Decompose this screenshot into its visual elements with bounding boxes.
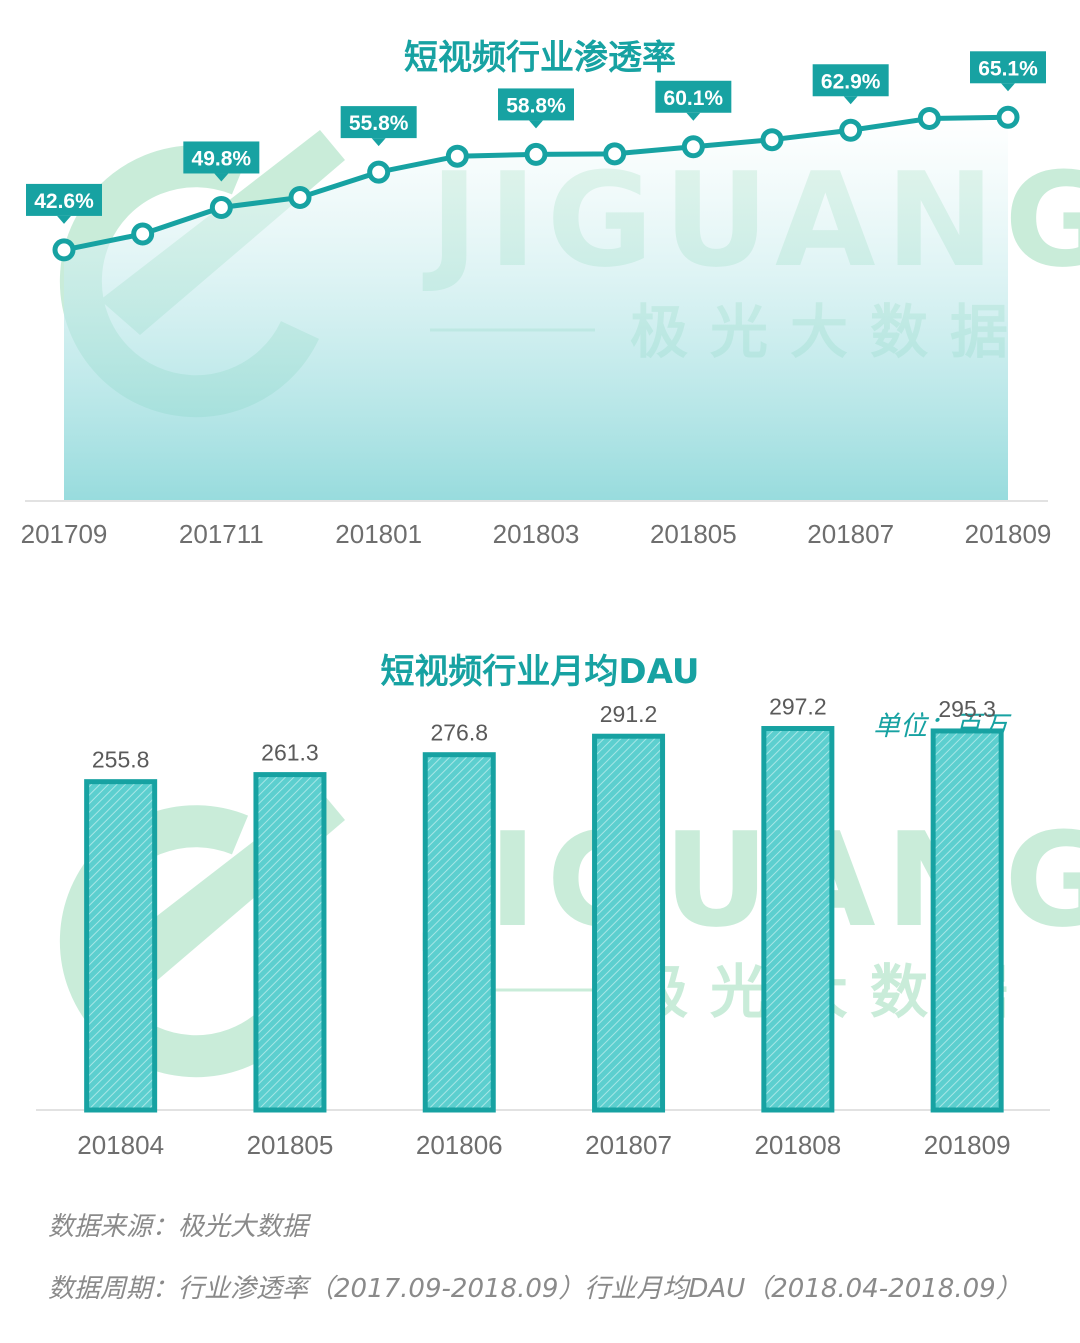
bar: [422, 752, 496, 1113]
bar-value-label: 291.2: [600, 701, 658, 727]
line-data-label: 55.8%: [349, 112, 409, 135]
data-source: 数据来源：极光大数据: [48, 1212, 309, 1242]
line-data-label: 42.6%: [34, 190, 94, 213]
bar-chart: JIGUANG极光大数据 255.8 201804 261.3 201805 276.8…: [36, 694, 1080, 1160]
bar-value-label: 297.2: [769, 694, 827, 720]
line-label-pointer: [371, 138, 386, 147]
line-point: [603, 142, 627, 166]
line-label-pointer: [843, 96, 858, 105]
line-label-box: [26, 183, 102, 216]
line-data-label: 65.1%: [978, 57, 1038, 80]
bar-x-tick-label: 201807: [585, 1130, 672, 1160]
bar: [592, 733, 666, 1113]
line-x-tick-label: 201809: [965, 519, 1052, 549]
line-point: [996, 105, 1020, 129]
line-x-tick-label: 201805: [650, 519, 737, 549]
bar-x-tick-label: 201806: [416, 1130, 503, 1160]
bar-x-tick-label: 201804: [77, 1130, 164, 1160]
watermark-bottom: JIGUANG极光大数据: [59, 790, 1080, 1078]
line-data-label: 62.9%: [821, 70, 881, 93]
line-data-label: 60.1%: [664, 87, 724, 110]
line-x-tick-label: 201711: [179, 519, 264, 549]
line-label-box: [498, 88, 574, 121]
line-x-tick-label: 201803: [493, 519, 580, 549]
line-label-pointer: [686, 112, 701, 121]
bar: [761, 726, 835, 1113]
data-period: 数据周期：行业渗透率（2017.09-2018.09）行业月均DAU（2018.…: [48, 1274, 1022, 1304]
line-x-tick-label: 201807: [807, 519, 894, 549]
line-point: [445, 144, 469, 168]
bar-value-label: 295.3: [938, 696, 996, 722]
line-point: [52, 238, 76, 262]
bar-value-label: 276.8: [430, 720, 488, 746]
line-point: [839, 118, 863, 142]
line-label-box: [970, 51, 1046, 84]
bar-x-tick-label: 201805: [247, 1130, 334, 1160]
line-label-pointer: [57, 215, 71, 224]
line-label-box: [655, 80, 732, 113]
line-label-box: [812, 64, 889, 97]
line-chart: JIGUANG极光大数据 42.6%49.8%55.8%58.8%60.1%62…: [21, 51, 1080, 549]
line-data-label: 58.8%: [506, 94, 566, 117]
line-area-fill: [64, 117, 1008, 501]
line-point: [209, 195, 233, 219]
line-point: [760, 128, 784, 152]
line-point: [681, 135, 705, 159]
line-label-box: [183, 141, 260, 174]
bar-value-label: 261.3: [261, 740, 319, 766]
line-x-tick-label: 201709: [21, 519, 108, 549]
bar-value-label: 255.8: [92, 747, 150, 773]
bar: [930, 728, 1004, 1113]
line-x-tick-label: 201801: [335, 519, 422, 549]
line-point: [524, 142, 548, 166]
line-point: [288, 185, 312, 209]
line-label-pointer: [214, 173, 229, 182]
bar: [84, 779, 158, 1113]
bar-x-tick-label: 201808: [754, 1130, 841, 1160]
bar-x-tick-label: 201809: [924, 1130, 1011, 1160]
line-point: [917, 106, 941, 130]
line-point: [367, 160, 391, 184]
line-label-pointer: [1001, 83, 1015, 92]
line-data-label: 49.8%: [192, 147, 252, 170]
bar: [253, 772, 327, 1113]
line-chart-title: 短视频行业渗透率: [404, 38, 676, 78]
bar-chart-title: 短视频行业月均DAU: [380, 652, 700, 692]
line-label-box: [340, 106, 417, 139]
line-point: [131, 222, 155, 246]
line-label-pointer: [529, 120, 543, 129]
